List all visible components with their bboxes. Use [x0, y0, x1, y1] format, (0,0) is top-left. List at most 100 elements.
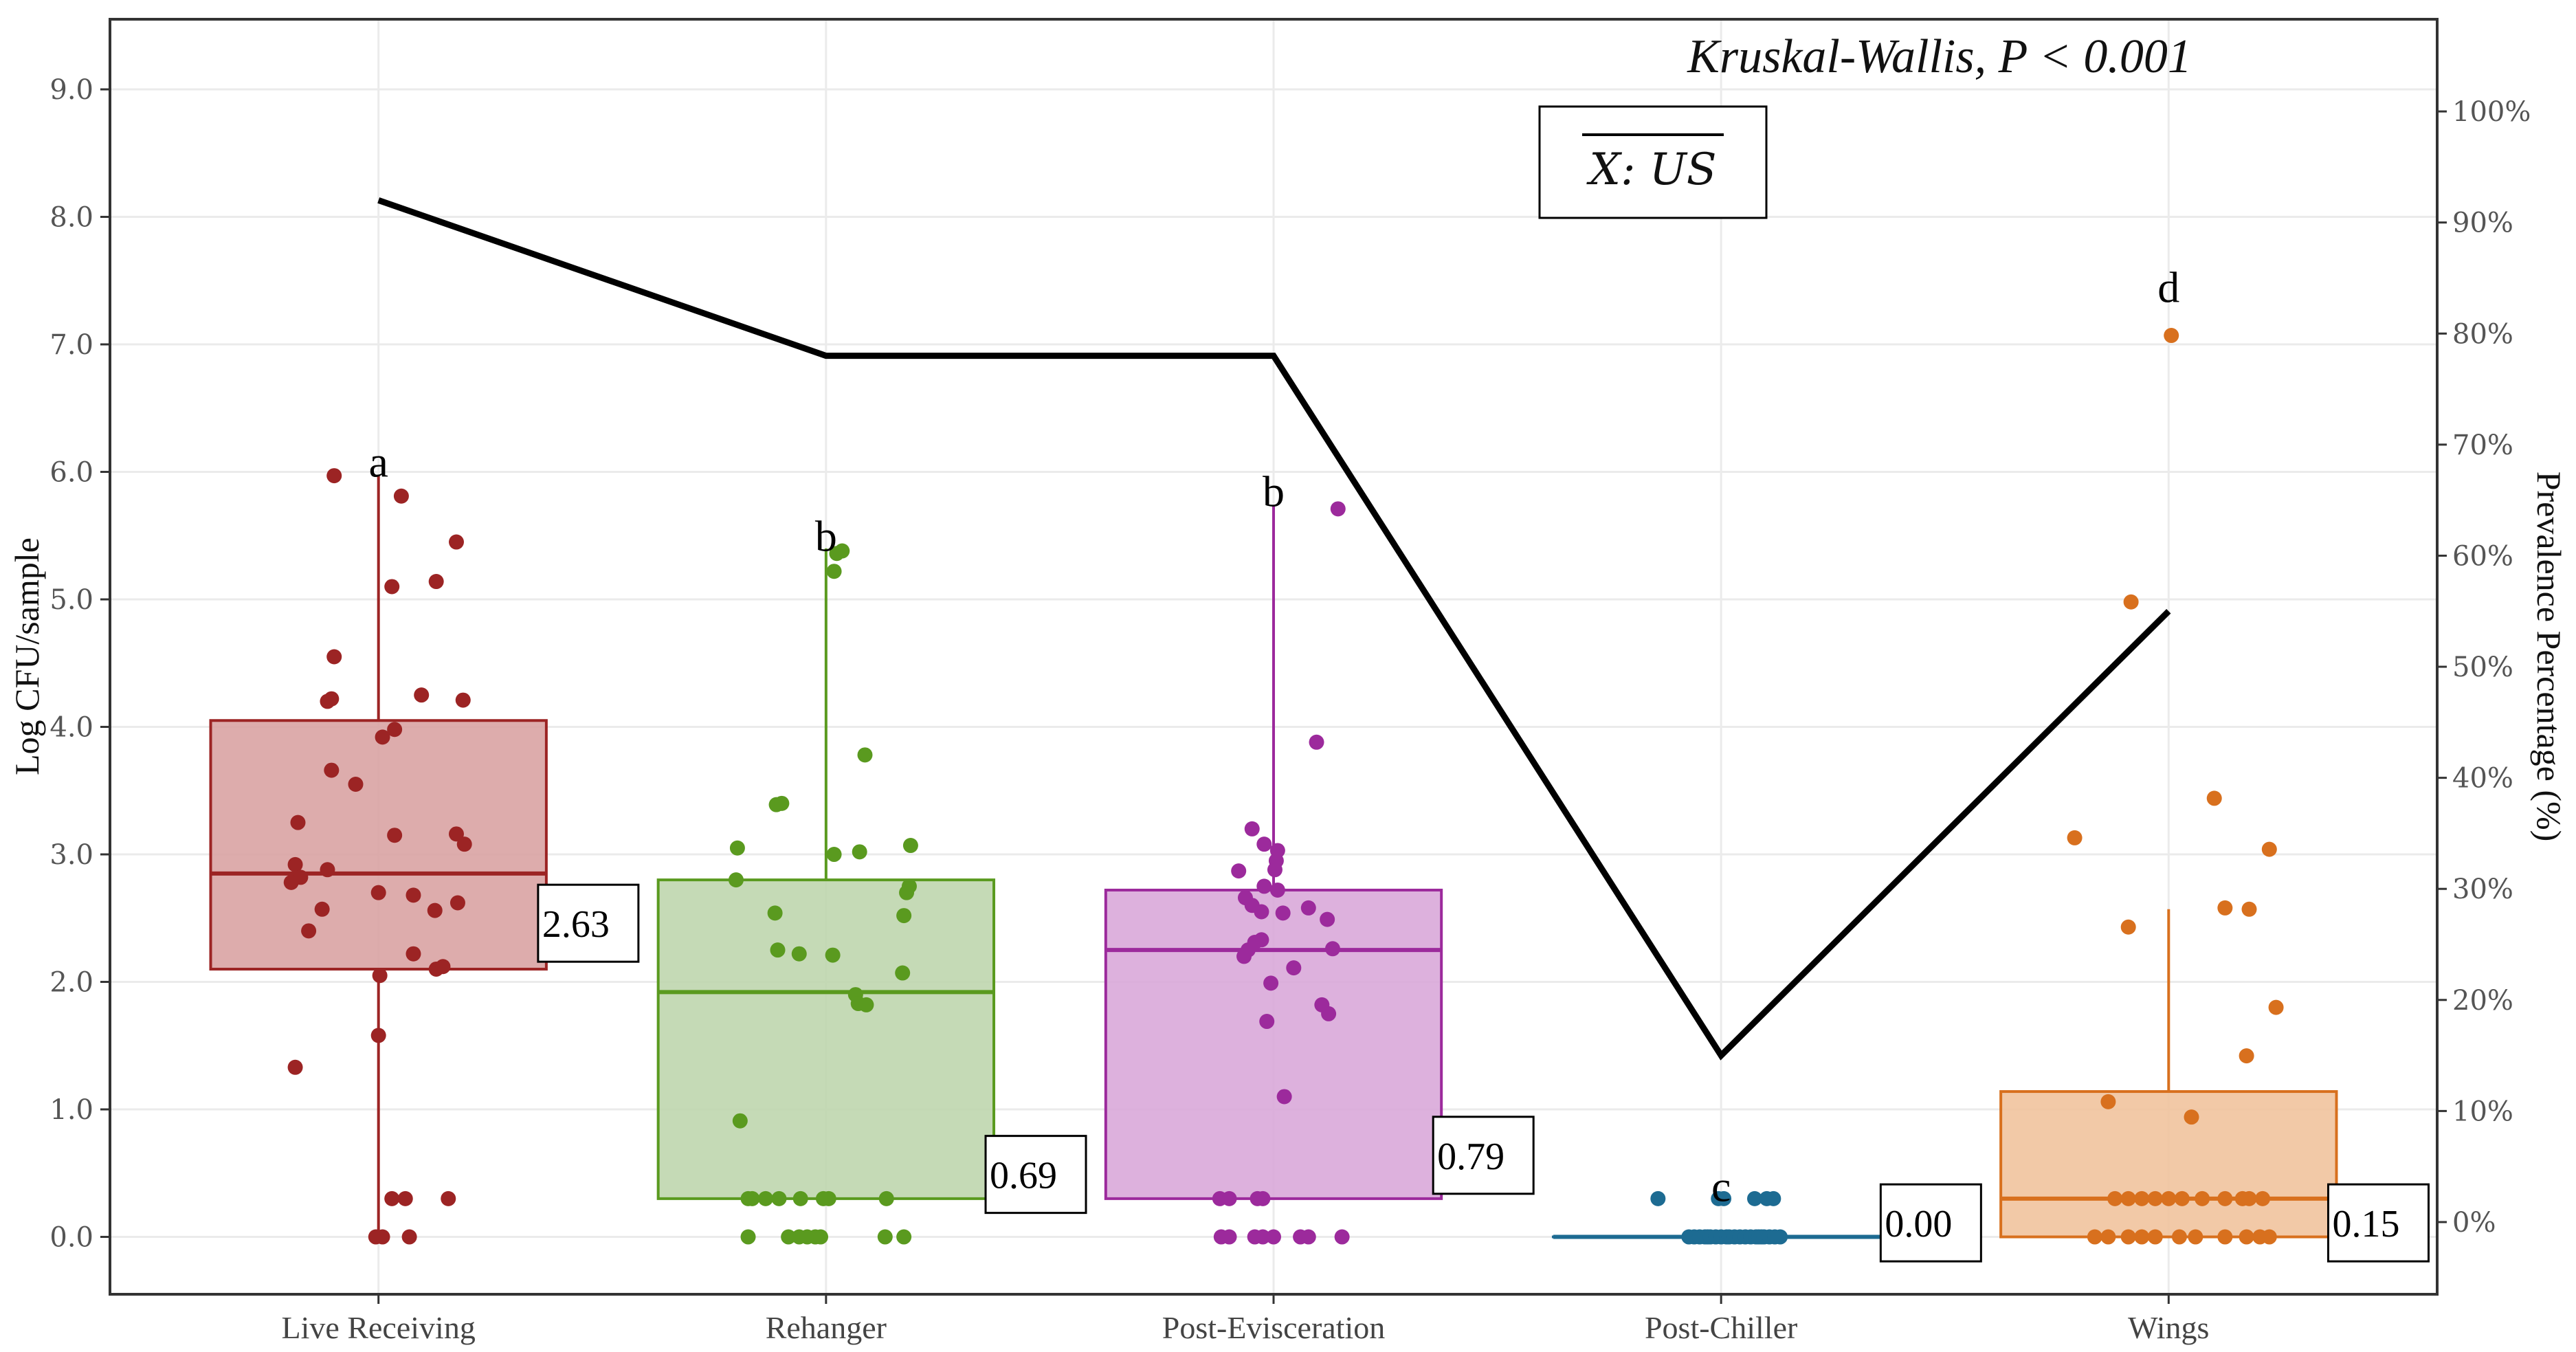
left-tick-label: 4.0 — [49, 712, 93, 744]
data-point — [448, 826, 464, 842]
mean-label-text: 0.00 — [1885, 1203, 1952, 1245]
data-point — [1320, 911, 1335, 927]
right-tick-label: 90% — [2452, 208, 2513, 239]
group-letter: b — [1263, 467, 1285, 516]
data-point — [372, 968, 388, 984]
data-point — [878, 1190, 894, 1206]
box-iqr — [656, 878, 996, 1200]
group-letter: b — [815, 511, 837, 560]
group-letter: d — [2157, 263, 2179, 312]
data-point — [2239, 1048, 2254, 1064]
data-point — [813, 1229, 829, 1245]
right-tick-label: 0% — [2452, 1207, 2496, 1239]
data-point — [2268, 999, 2284, 1015]
left-tick-label: 0.0 — [49, 1222, 93, 1254]
data-point — [406, 946, 421, 962]
data-point — [397, 1190, 413, 1206]
data-point — [2195, 1190, 2210, 1206]
left-tick-label: 7.0 — [49, 329, 93, 361]
data-point — [1255, 1190, 1271, 1206]
data-point — [757, 1190, 773, 1206]
left-tick-label: 2.0 — [49, 967, 93, 999]
data-point — [2134, 1190, 2150, 1206]
data-point — [2147, 1190, 2163, 1206]
mean-label-box — [984, 1135, 1087, 1215]
data-point — [858, 997, 874, 1012]
right-axis-title: Prevalence Percentage (%) — [2530, 472, 2568, 842]
data-point — [767, 905, 783, 921]
data-point — [2120, 919, 2136, 935]
data-point — [387, 722, 403, 738]
prevalence-line-group — [377, 197, 2171, 1061]
legend-box: X: US — [1538, 105, 1768, 219]
left-tick-label: 5.0 — [49, 584, 93, 616]
annotations: a b b c d 2.63 0.69 0.79 0.00 0.15 — [368, 263, 2430, 1263]
data-point — [2164, 328, 2179, 344]
data-point — [2120, 1229, 2136, 1245]
data-point — [427, 902, 443, 918]
data-point — [406, 887, 421, 903]
data-point — [1259, 1014, 1275, 1030]
data-point — [857, 747, 873, 763]
data-point — [435, 959, 451, 975]
data-point — [320, 862, 335, 878]
mean-label: 0.15 — [2327, 1183, 2430, 1263]
data-point — [387, 828, 403, 843]
data-point — [375, 729, 390, 745]
data-point — [1231, 863, 1247, 879]
data-point — [825, 947, 841, 963]
data-point — [456, 836, 472, 852]
data-point — [324, 762, 340, 778]
right-tick-label: 70% — [2452, 430, 2513, 461]
data-point — [1256, 878, 1272, 894]
data-point — [1309, 734, 1324, 750]
group-letter: c — [1711, 1162, 1731, 1210]
left-axis-title: Log CFU/sample — [8, 538, 46, 775]
mean-label-box — [1879, 1183, 1982, 1263]
x-tick-label: Live Receiving — [282, 1310, 476, 1345]
box-iqr — [1104, 888, 1443, 1200]
left-tick-label: 1.0 — [49, 1094, 93, 1126]
test-annotation: Kruskal-Wallis, P < 0.001 — [1687, 30, 2192, 83]
data-point — [290, 814, 306, 830]
right-tick-label: 100% — [2452, 96, 2531, 128]
mean-label: 0.00 — [1879, 1183, 1982, 1263]
data-point — [2161, 1190, 2177, 1206]
mean-label-text: 0.79 — [1437, 1135, 1504, 1178]
x-axis-ticks: Live Receiving Rehanger Post-Evisceration P… — [282, 1294, 2209, 1345]
data-point — [771, 1190, 787, 1206]
data-point — [2261, 841, 2277, 857]
boxplot-rehanger — [656, 548, 996, 1200]
mean-label-text: 2.63 — [542, 903, 610, 946]
data-point — [1267, 862, 1283, 878]
data-point — [1330, 501, 1346, 517]
left-tick-label: 9.0 — [49, 74, 93, 106]
boxplot-live-receiving — [209, 476, 548, 1237]
left-tick-label: 3.0 — [49, 839, 93, 871]
data-point — [732, 1113, 748, 1129]
data-point — [829, 546, 845, 562]
prevalence-line — [377, 197, 2171, 1061]
right-tick-label: 50% — [2452, 652, 2513, 683]
data-point — [324, 691, 340, 707]
data-point — [1766, 1190, 1781, 1206]
data-point — [1255, 1229, 1271, 1245]
data-point — [1269, 882, 1285, 898]
data-point — [1254, 904, 1269, 920]
data-point — [1263, 975, 1279, 991]
data-point — [728, 872, 744, 888]
data-point — [2217, 1190, 2233, 1206]
data-point — [1221, 1190, 1237, 1206]
data-point — [791, 946, 807, 962]
data-point — [1276, 1089, 1292, 1105]
data-point — [1221, 1229, 1237, 1245]
data-point — [1746, 1190, 1762, 1206]
data-point — [2123, 594, 2139, 610]
data-point — [899, 885, 915, 900]
mean-label-box — [537, 883, 640, 963]
data-point — [1244, 821, 1260, 836]
data-point — [2174, 1190, 2190, 1206]
data-point — [393, 488, 409, 504]
data-point — [448, 534, 464, 550]
